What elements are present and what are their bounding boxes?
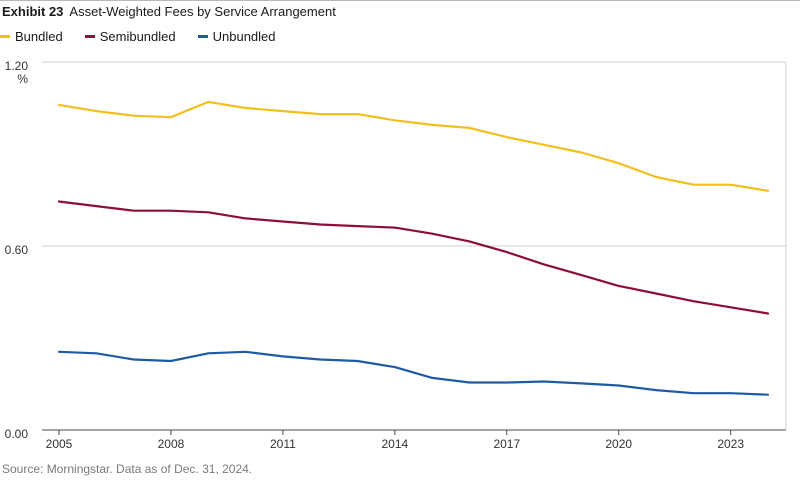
series-line-bundled <box>57 100 770 192</box>
y-axis-unit: % <box>17 72 28 86</box>
x-tick-label: 2008 <box>158 437 185 451</box>
top-rule <box>0 0 800 1</box>
chart-title: Exhibit 23 Asset-Weighted Fees by Service… <box>2 4 336 19</box>
legend-item-semibundled: Semibundled <box>84 28 176 44</box>
legend: Bundled Semibundled Unbundled <box>0 28 298 44</box>
x-tick-label: 2014 <box>381 437 408 451</box>
y-tick-label: 0.60 <box>5 243 29 257</box>
x-tick-label: 2011 <box>270 437 296 451</box>
legend-label-semibundled: Semibundled <box>99 28 176 44</box>
series-line-semibundled <box>57 200 770 315</box>
legend-swatch-unbundled <box>197 34 208 38</box>
y-tick-label: 0.00 <box>5 427 29 441</box>
x-tick-label: 2020 <box>605 437 632 451</box>
legend-swatch-semibundled <box>84 34 95 38</box>
x-tick-label: 2023 <box>717 437 744 451</box>
legend-swatch-bundled <box>0 34 10 38</box>
chart-title-text: Asset-Weighted Fees by Service Arrangeme… <box>69 4 336 19</box>
y-tick-label: 1.20 <box>5 59 29 73</box>
legend-label-bundled: Bundled <box>15 28 63 44</box>
legend-item-bundled: Bundled <box>0 29 63 44</box>
x-tick-label: 2017 <box>493 437 520 451</box>
series-line-unbundled <box>57 350 770 396</box>
legend-item-unbundled: Unbundled <box>197 28 276 44</box>
source-note: Source: Morningstar. Data as of Dec. 31,… <box>2 462 253 476</box>
exhibit-number: Exhibit 23 <box>2 4 64 19</box>
legend-label-unbundled: Unbundled <box>212 28 276 44</box>
x-tick-label: 2005 <box>46 437 73 451</box>
